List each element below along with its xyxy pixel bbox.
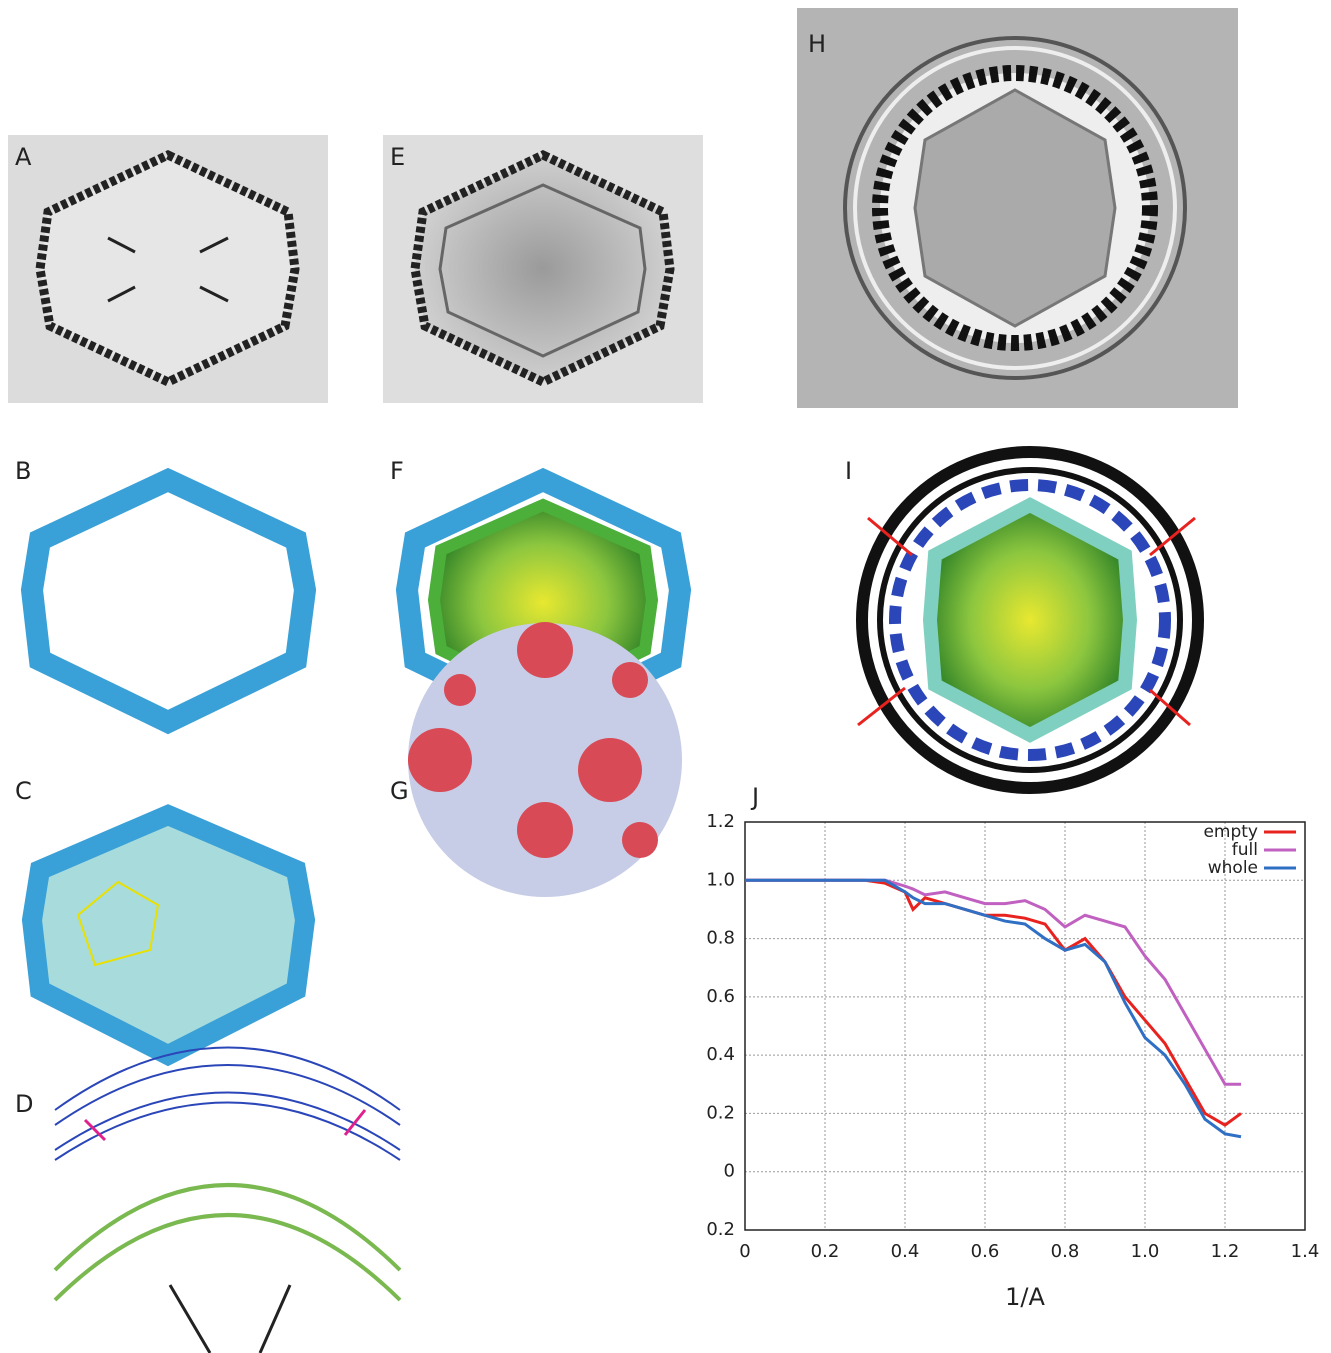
chart-title: J bbox=[750, 783, 759, 811]
y-tick-label: 0.2 bbox=[706, 1219, 735, 1240]
panel-label: H bbox=[808, 30, 826, 58]
y-tick-label: 0 bbox=[724, 1161, 735, 1182]
panel-a bbox=[8, 135, 328, 403]
y-tick-label: 0.6 bbox=[706, 986, 735, 1007]
series-line bbox=[745, 880, 1241, 1136]
panel-label: C bbox=[15, 777, 32, 805]
panel-label: E bbox=[390, 143, 405, 171]
legend-label: full bbox=[1232, 840, 1258, 860]
panel-label: F bbox=[390, 457, 404, 485]
legend-label: whole bbox=[1208, 858, 1258, 878]
y-tick-label: 1.2 bbox=[706, 811, 735, 832]
x-tick-label: 1.2 bbox=[1211, 1241, 1240, 1262]
panel-b bbox=[32, 480, 305, 722]
panel-g bbox=[408, 622, 682, 897]
panel-d bbox=[55, 1048, 400, 1353]
legend-label: empty bbox=[1203, 822, 1258, 842]
figure: AEHBFICGD J0.200.20.40.60.81.01.200.20.4… bbox=[0, 0, 1331, 1353]
x-tick-label: 0.2 bbox=[811, 1241, 840, 1262]
plot-frame bbox=[745, 822, 1305, 1230]
panel-i bbox=[858, 452, 1198, 788]
panel-c bbox=[32, 815, 305, 1055]
panel-label: A bbox=[15, 143, 32, 171]
panel-label: I bbox=[845, 457, 852, 485]
y-tick-label: 0.4 bbox=[706, 1044, 735, 1065]
x-tick-label: 1.4 bbox=[1291, 1241, 1320, 1262]
x-tick-label: 0.6 bbox=[971, 1241, 1000, 1262]
panel-label: G bbox=[390, 777, 409, 805]
x-tick-label: 0.8 bbox=[1051, 1241, 1080, 1262]
panel-e bbox=[383, 135, 703, 403]
y-tick-label: 0.2 bbox=[706, 1102, 735, 1123]
x-tick-label: 1.0 bbox=[1131, 1241, 1160, 1262]
series-line bbox=[745, 880, 1241, 1084]
panel-label: B bbox=[15, 457, 31, 485]
x-tick-label: 0 bbox=[739, 1241, 750, 1262]
panel-label: D bbox=[15, 1090, 33, 1118]
y-tick-label: 1.0 bbox=[706, 869, 735, 890]
panel-h bbox=[797, 8, 1238, 408]
x-axis-label: 1/A bbox=[1005, 1283, 1045, 1311]
x-tick-label: 0.4 bbox=[891, 1241, 920, 1262]
y-tick-label: 0.8 bbox=[706, 928, 735, 949]
